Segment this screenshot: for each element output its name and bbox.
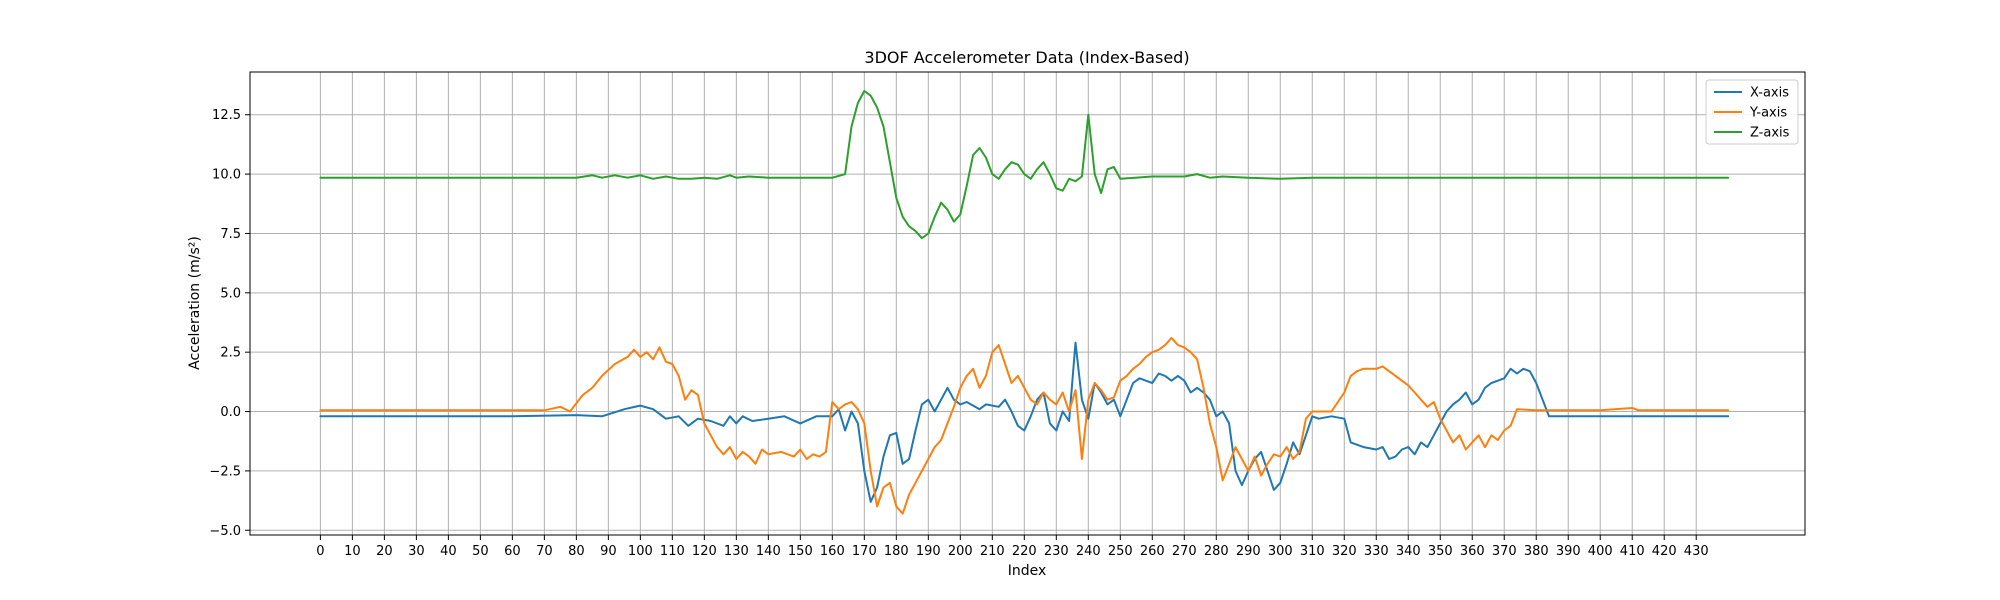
y-tick-label: 2.5 [220, 346, 241, 361]
legend-label: X-axis [1750, 86, 1789, 101]
x-tick-label: 140 [756, 544, 781, 559]
x-tick-label: 350 [1428, 544, 1453, 559]
x-tick-label: 40 [440, 544, 457, 559]
x-tick-label: 300 [1268, 544, 1293, 559]
x-tick-label: 80 [568, 544, 585, 559]
x-tick-label: 190 [916, 544, 941, 559]
x-tick-label: 90 [600, 544, 617, 559]
x-tick-label: 330 [1364, 544, 1389, 559]
x-tick-label: 110 [660, 544, 685, 559]
x-tick-label: 220 [1012, 544, 1037, 559]
x-tick-label: 130 [724, 544, 749, 559]
x-tick-label: 10 [344, 544, 361, 559]
x-tick-label: 410 [1620, 544, 1645, 559]
y-tick-label: −2.5 [209, 464, 241, 479]
y-tick-label: 0.0 [220, 405, 241, 420]
series-line-z-axis [319, 90, 1730, 240]
x-axis-label: Index [1008, 563, 1047, 579]
x-axis-ticks: 0 10 20 30 40 50 60 70 80 90 100 110 120 130 140 150 160… [316, 535, 1709, 559]
x-tick-label: 320 [1332, 544, 1357, 559]
x-tick-label: 250 [1108, 544, 1133, 559]
y-tick-label: 5.0 [220, 286, 241, 301]
x-tick-label: 420 [1652, 544, 1677, 559]
plot-frame [249, 71, 1806, 536]
x-tick-label: 280 [1204, 544, 1229, 559]
x-tick-label: 290 [1236, 544, 1261, 559]
x-tick-label: 240 [1076, 544, 1101, 559]
x-tick-label: 0 [316, 544, 324, 559]
x-tick-label: 430 [1684, 544, 1709, 559]
x-tick-label: 400 [1588, 544, 1613, 559]
x-tick-label: 160 [820, 544, 845, 559]
series-line-x-axis [319, 341, 1730, 503]
chart-title: 3DOF Accelerometer Data (Index-Based) [864, 48, 1189, 67]
x-tick-label: 230 [1044, 544, 1069, 559]
legend: X-axis Y-axis Z-axis [1705, 79, 1799, 145]
y-axis-ticks: −5.0 −2.5 0.0 2.5 5.0 7.5 10.0 12.5 [209, 108, 250, 539]
legend-label: Z-axis [1750, 126, 1790, 141]
x-tick-label: 180 [884, 544, 909, 559]
x-tick-label: 310 [1300, 544, 1325, 559]
x-tick-label: 120 [692, 544, 717, 559]
data-series [319, 90, 1730, 515]
y-tick-label: 12.5 [212, 108, 241, 123]
x-tick-label: 50 [472, 544, 489, 559]
x-tick-label: 270 [1172, 544, 1197, 559]
x-tick-label: 30 [408, 544, 425, 559]
x-tick-label: 340 [1396, 544, 1421, 559]
x-tick-label: 20 [376, 544, 393, 559]
legend-label: Y-axis [1749, 106, 1787, 121]
x-tick-label: 170 [852, 544, 877, 559]
plot-background [250, 72, 1805, 535]
x-tick-label: 150 [788, 544, 813, 559]
x-tick-label: 390 [1556, 544, 1581, 559]
y-tick-label: −5.0 [209, 524, 241, 539]
x-tick-label: 60 [504, 544, 521, 559]
y-tick-label: 10.0 [212, 168, 241, 183]
x-tick-label: 380 [1524, 544, 1549, 559]
y-axis-label: Acceleration (m/s²) [187, 236, 203, 370]
legend-box [1705, 79, 1799, 145]
x-tick-label: 360 [1460, 544, 1485, 559]
x-tick-label: 210 [980, 544, 1005, 559]
grid-lines [250, 72, 1805, 535]
series-line-y-axis [319, 336, 1730, 515]
x-tick-label: 260 [1140, 544, 1165, 559]
x-tick-label: 370 [1492, 544, 1517, 559]
x-tick-label: 70 [536, 544, 553, 559]
x-tick-label: 100 [628, 544, 653, 559]
y-tick-label: 7.5 [220, 227, 241, 242]
x-tick-label: 200 [948, 544, 973, 559]
